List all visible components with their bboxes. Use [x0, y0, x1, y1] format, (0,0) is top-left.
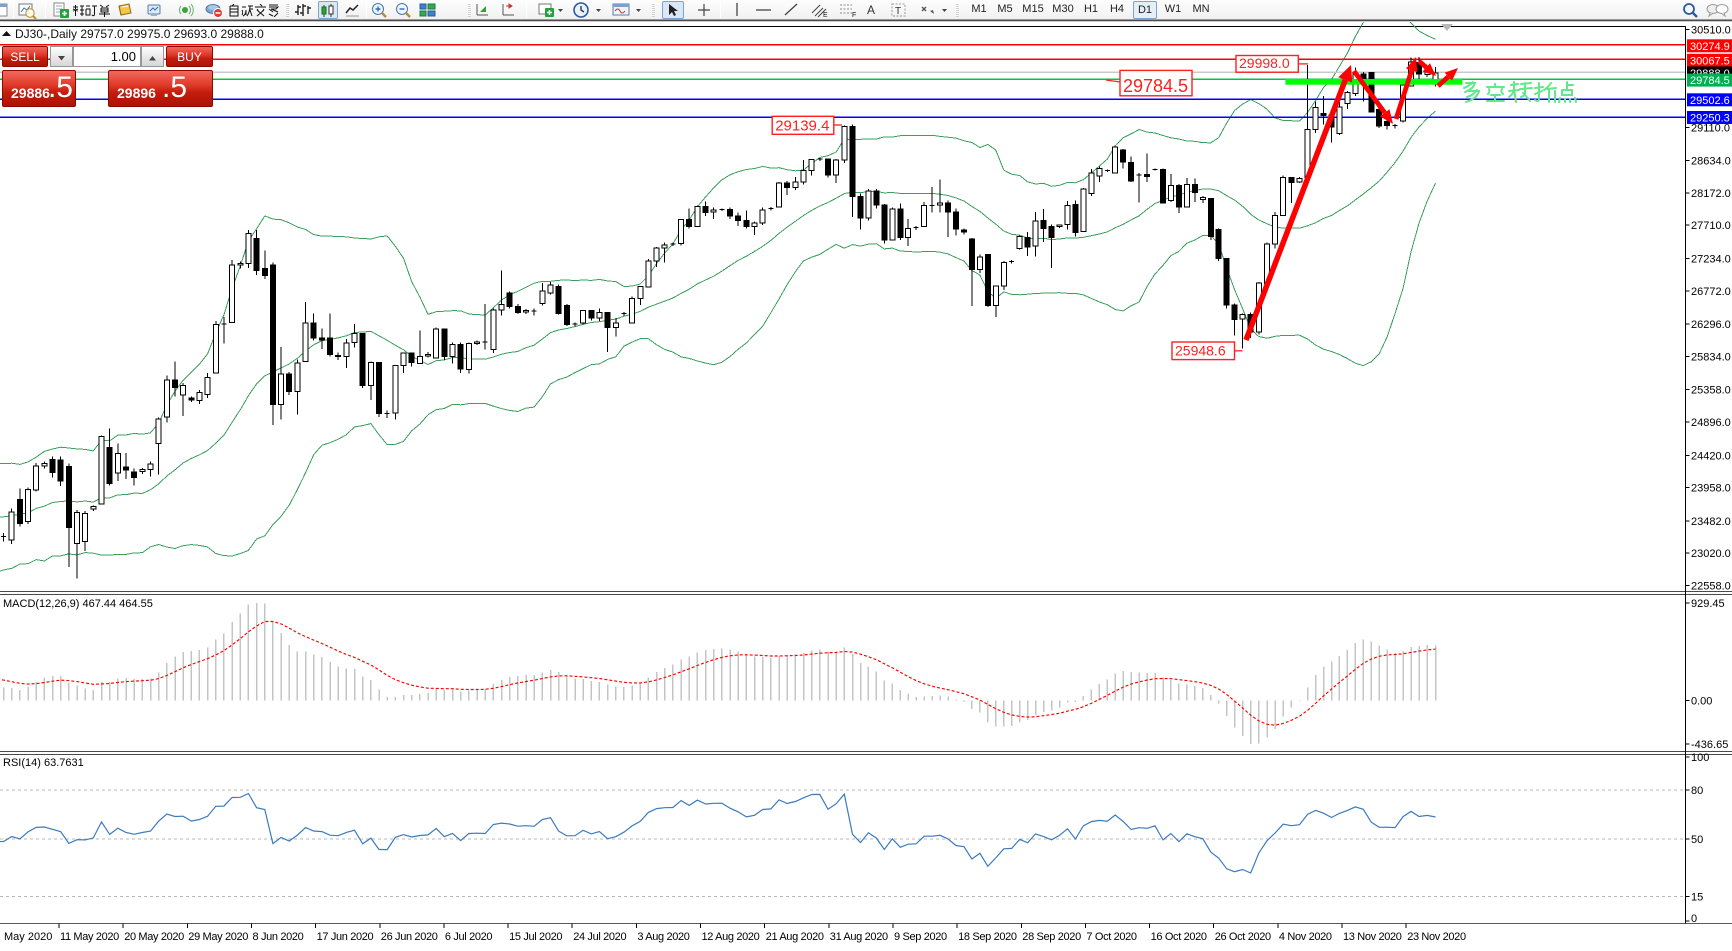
svg-text:20 May 2020: 20 May 2020	[124, 931, 184, 943]
svg-text:23958.0: 23958.0	[1691, 483, 1731, 495]
svg-text:25834.0: 25834.0	[1691, 351, 1731, 363]
svg-text:31 Aug 2020: 31 Aug 2020	[830, 931, 888, 943]
svg-text:23020.0: 23020.0	[1691, 548, 1731, 560]
svg-text:50: 50	[1691, 834, 1703, 846]
svg-text:26772.0: 26772.0	[1691, 286, 1731, 298]
svg-text:28172.0: 28172.0	[1691, 188, 1731, 200]
svg-text:26296.0: 26296.0	[1691, 319, 1731, 331]
svg-text:30067.5: 30067.5	[1690, 55, 1730, 67]
svg-text:28634.0: 28634.0	[1691, 156, 1731, 168]
svg-text:28 Sep 2020: 28 Sep 2020	[1022, 931, 1081, 943]
svg-text:26 Jun 2020: 26 Jun 2020	[381, 931, 438, 943]
svg-text:T: T	[895, 6, 901, 17]
svg-text:15: 15	[1691, 891, 1703, 903]
svg-text:13 Nov 2020: 13 Nov 2020	[1343, 931, 1402, 943]
svg-text:4 Nov 2020: 4 Nov 2020	[1279, 931, 1332, 943]
svg-text:7 Oct 2020: 7 Oct 2020	[1086, 931, 1137, 943]
svg-text:15 Jul 2020: 15 Jul 2020	[509, 931, 562, 943]
svg-text:29998.0: 29998.0	[1239, 55, 1290, 71]
svg-text:8 Jun 2020: 8 Jun 2020	[253, 931, 304, 943]
svg-text:16 Oct 2020: 16 Oct 2020	[1151, 931, 1207, 943]
svg-text:29250.3: 29250.3	[1690, 113, 1730, 125]
svg-text:RSI(14) 63.7631: RSI(14) 63.7631	[3, 757, 84, 769]
svg-text:DJ30-,Daily 29757.0 29975.0 2: DJ30-,Daily 29757.0 29975.0 29693.0 2988…	[15, 27, 264, 41]
svg-text:25948.6: 25948.6	[1175, 343, 1226, 359]
svg-text:29110.0: 29110.0	[1691, 122, 1730, 134]
svg-text:6 Jul 2020: 6 Jul 2020	[445, 931, 492, 943]
svg-text:21 Aug 2020: 21 Aug 2020	[766, 931, 824, 943]
svg-text:0: 0	[1691, 913, 1697, 925]
svg-text:9 Sep 2020: 9 Sep 2020	[894, 931, 947, 943]
svg-text:29 May 2020: 29 May 2020	[188, 931, 248, 943]
svg-text:11 May 2020: 11 May 2020	[60, 931, 119, 943]
svg-text:23482.0: 23482.0	[1691, 516, 1731, 528]
svg-text:12 Aug 2020: 12 Aug 2020	[702, 931, 760, 943]
svg-text:17 Jun 2020: 17 Jun 2020	[317, 931, 374, 943]
svg-text:18 Sep 2020: 18 Sep 2020	[958, 931, 1017, 943]
svg-text:27710.0: 27710.0	[1691, 220, 1731, 232]
svg-text:929.45: 929.45	[1691, 598, 1725, 610]
svg-text:3 Aug 2020: 3 Aug 2020	[637, 931, 689, 943]
svg-text:E: E	[823, 12, 828, 19]
svg-text:24420.0: 24420.0	[1691, 450, 1731, 462]
svg-text:29784.5: 29784.5	[1690, 75, 1730, 87]
svg-text:27234.0: 27234.0	[1691, 254, 1731, 266]
svg-text:26 Oct 2020: 26 Oct 2020	[1215, 931, 1271, 943]
svg-text:80: 80	[1691, 785, 1703, 797]
svg-text:F: F	[852, 12, 856, 19]
svg-text:A: A	[867, 3, 875, 17]
svg-text:29502.6: 29502.6	[1690, 95, 1730, 107]
svg-text:24896.0: 24896.0	[1691, 417, 1731, 429]
svg-text:22558.0: 22558.0	[1691, 581, 1731, 593]
svg-text:30510.0: 30510.0	[1691, 24, 1731, 36]
svg-text:29784.5: 29784.5	[1123, 76, 1188, 96]
svg-text:24 Jul 2020: 24 Jul 2020	[573, 931, 626, 943]
svg-text:25358.0: 25358.0	[1691, 385, 1731, 397]
svg-text:-436.65: -436.65	[1691, 739, 1728, 751]
svg-text:23 Nov 2020: 23 Nov 2020	[1407, 931, 1466, 943]
svg-text:MACD(12,26,9) 467.44 464.55: MACD(12,26,9) 467.44 464.55	[3, 598, 153, 610]
svg-text:30274.9: 30274.9	[1690, 41, 1730, 53]
svg-text:29139.4: 29139.4	[775, 117, 829, 134]
svg-text:May 2020: May 2020	[4, 931, 52, 943]
svg-text:0.00: 0.00	[1691, 695, 1712, 707]
svg-text:100: 100	[1691, 752, 1709, 764]
